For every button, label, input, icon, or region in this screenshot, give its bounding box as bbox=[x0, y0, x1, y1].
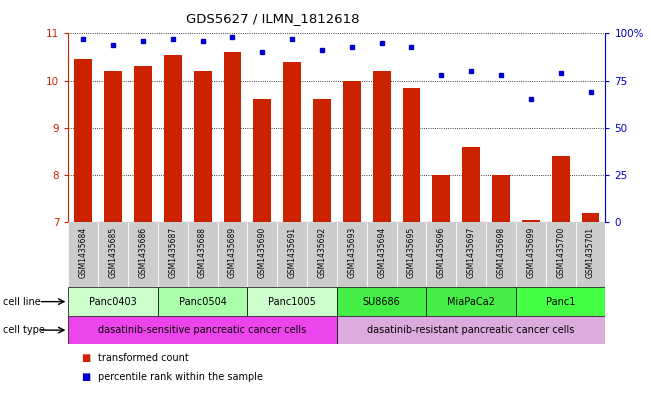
Bar bbox=[456, 222, 486, 287]
Text: Panc1005: Panc1005 bbox=[268, 297, 316, 307]
Bar bbox=[546, 222, 575, 287]
Text: GSM1435688: GSM1435688 bbox=[198, 227, 207, 278]
Text: cell type: cell type bbox=[3, 325, 45, 335]
Bar bbox=[128, 222, 158, 287]
Bar bbox=[313, 99, 331, 222]
Text: GSM1435687: GSM1435687 bbox=[169, 227, 177, 278]
Text: GSM1435691: GSM1435691 bbox=[288, 227, 297, 278]
Bar bbox=[396, 222, 426, 287]
Bar bbox=[552, 156, 570, 222]
Bar bbox=[247, 222, 277, 287]
Bar bbox=[516, 222, 546, 287]
Text: Panc0403: Panc0403 bbox=[89, 297, 137, 307]
Text: GSM1435698: GSM1435698 bbox=[497, 227, 505, 278]
Bar bbox=[426, 222, 456, 287]
Bar bbox=[426, 287, 516, 316]
Bar bbox=[164, 55, 182, 222]
Bar bbox=[581, 213, 600, 222]
Bar bbox=[372, 71, 391, 222]
Text: GSM1435701: GSM1435701 bbox=[586, 227, 595, 278]
Text: GSM1435699: GSM1435699 bbox=[527, 227, 535, 279]
Text: GSM1435700: GSM1435700 bbox=[556, 227, 565, 279]
Bar bbox=[283, 62, 301, 222]
Bar bbox=[343, 81, 361, 222]
Bar bbox=[98, 222, 128, 287]
Bar bbox=[187, 222, 217, 287]
Text: GSM1435693: GSM1435693 bbox=[348, 227, 356, 279]
Bar bbox=[68, 287, 158, 316]
Bar bbox=[337, 316, 605, 344]
Bar bbox=[74, 59, 92, 222]
Text: percentile rank within the sample: percentile rank within the sample bbox=[98, 372, 262, 382]
Text: MiaPaCa2: MiaPaCa2 bbox=[447, 297, 495, 307]
Text: GSM1435690: GSM1435690 bbox=[258, 227, 267, 279]
Bar bbox=[516, 287, 605, 316]
Bar bbox=[194, 71, 212, 222]
Bar bbox=[575, 222, 605, 287]
Bar bbox=[158, 222, 187, 287]
Text: GSM1435686: GSM1435686 bbox=[139, 227, 147, 278]
Bar bbox=[462, 147, 480, 222]
Bar bbox=[522, 220, 540, 222]
Text: GSM1435685: GSM1435685 bbox=[109, 227, 118, 278]
Text: Panc0504: Panc0504 bbox=[178, 297, 227, 307]
Text: GSM1435689: GSM1435689 bbox=[228, 227, 237, 278]
Bar bbox=[337, 222, 367, 287]
Bar bbox=[134, 66, 152, 222]
Text: GSM1435692: GSM1435692 bbox=[318, 227, 326, 278]
Bar bbox=[277, 222, 307, 287]
Text: SU8686: SU8686 bbox=[363, 297, 400, 307]
Bar bbox=[492, 175, 510, 222]
Bar bbox=[217, 222, 247, 287]
Bar bbox=[68, 222, 98, 287]
Bar bbox=[68, 316, 337, 344]
Text: dasatinib-sensitive pancreatic cancer cells: dasatinib-sensitive pancreatic cancer ce… bbox=[98, 325, 307, 335]
Text: GSM1435696: GSM1435696 bbox=[437, 227, 446, 279]
Text: transformed count: transformed count bbox=[98, 353, 188, 363]
Bar bbox=[247, 287, 337, 316]
Bar bbox=[158, 287, 247, 316]
Text: ■: ■ bbox=[81, 372, 90, 382]
Bar bbox=[432, 175, 450, 222]
Bar bbox=[337, 287, 426, 316]
Bar bbox=[402, 88, 421, 222]
Text: Panc1: Panc1 bbox=[546, 297, 575, 307]
Bar bbox=[253, 99, 271, 222]
Text: GDS5627 / ILMN_1812618: GDS5627 / ILMN_1812618 bbox=[186, 12, 359, 25]
Text: GSM1435695: GSM1435695 bbox=[407, 227, 416, 279]
Text: dasatinib-resistant pancreatic cancer cells: dasatinib-resistant pancreatic cancer ce… bbox=[367, 325, 575, 335]
Text: GSM1435684: GSM1435684 bbox=[79, 227, 88, 278]
Text: GSM1435694: GSM1435694 bbox=[377, 227, 386, 279]
Bar bbox=[104, 71, 122, 222]
Bar bbox=[307, 222, 337, 287]
Text: cell line: cell line bbox=[3, 297, 41, 307]
Bar bbox=[223, 52, 242, 222]
Text: GSM1435697: GSM1435697 bbox=[467, 227, 476, 279]
Bar bbox=[367, 222, 396, 287]
Bar bbox=[486, 222, 516, 287]
Text: ■: ■ bbox=[81, 353, 90, 363]
